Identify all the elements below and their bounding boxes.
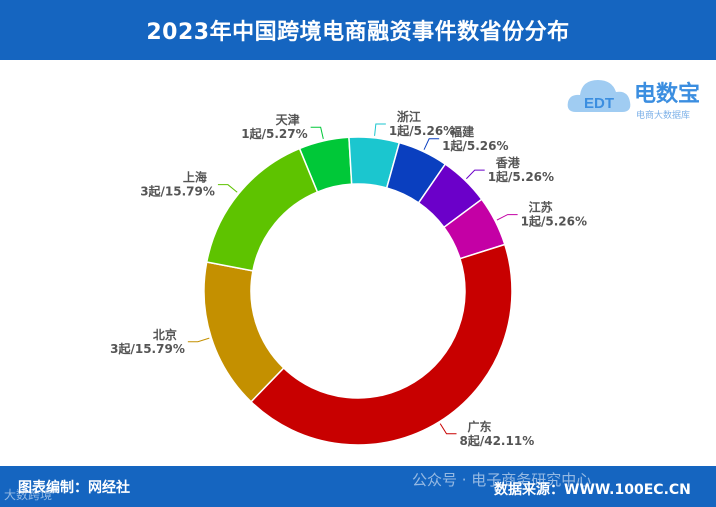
leader-line-福建: [423, 138, 440, 150]
chart-title-bar: 2023年中国跨境电商融资事件数省份分布: [0, 0, 716, 60]
footer-editor: 图表编制：网经社: [18, 480, 130, 496]
slice-value-浙江: 1起/5.26%: [389, 123, 455, 138]
slice-name-北京: 北京: [153, 327, 177, 342]
leader-line-江苏: [496, 214, 518, 221]
leader-line-北京: [187, 337, 210, 343]
leader-line-天津: [310, 126, 324, 140]
footer-wechat-watermark: 公众号 · 电子商务研究中心: [412, 471, 592, 489]
slice-value-福建: 1起/5.26%: [442, 138, 508, 153]
slice-name-上海: 上海: [183, 170, 207, 185]
slice-北京: [203, 261, 285, 403]
footer-source: 数据来源：WWW.100EC.CN: [494, 482, 691, 498]
slice-value-广东: 8起/42.11%: [460, 433, 535, 448]
slice-name-天津: 天津: [276, 112, 300, 127]
logo-mark-text: EDT: [584, 95, 614, 112]
slice-name-广东: 广东: [468, 419, 492, 434]
cloud-logo-icon: EDT: [567, 80, 631, 112]
donut-chart: 天津1起/5.27%浙江1起/5.26%福建1起/5.26%香港1起/5.26%…: [110, 109, 587, 448]
slice-name-香港: 香港: [495, 155, 521, 170]
slice-广东: [249, 243, 513, 446]
leader-line-广东: [439, 423, 457, 435]
slice-name-福建: 福建: [449, 124, 475, 139]
footer-bar: 图表编制：网经社 公众号 · 电子商务研究中心 大数跨境 数据来源：WWW.10…: [0, 466, 716, 507]
slice-value-江苏: 1起/5.26%: [521, 214, 587, 229]
footer-watermark: 大数跨境: [4, 488, 53, 502]
slice-上海: [205, 147, 319, 272]
logo-subtitle: 电商大数据库: [636, 111, 691, 121]
chart-title: 2023年中国跨境电商融资事件数省份分布: [146, 20, 570, 45]
slice-value-香港: 1起/5.26%: [488, 169, 554, 184]
edt-logo: EDT 电数宝 电商大数据库: [566, 64, 716, 124]
slice-name-浙江: 浙江: [397, 109, 421, 124]
slice-value-天津: 1起/5.27%: [241, 126, 307, 141]
leader-line-上海: [217, 184, 238, 193]
leader-line-浙江: [374, 123, 386, 136]
leader-line-香港: [465, 169, 485, 180]
slice-value-上海: 3起/15.79%: [140, 184, 215, 199]
logo-brand: 电数宝: [634, 82, 701, 107]
slice-name-江苏: 江苏: [529, 200, 553, 215]
slice-value-北京: 3起/15.79%: [110, 341, 185, 356]
